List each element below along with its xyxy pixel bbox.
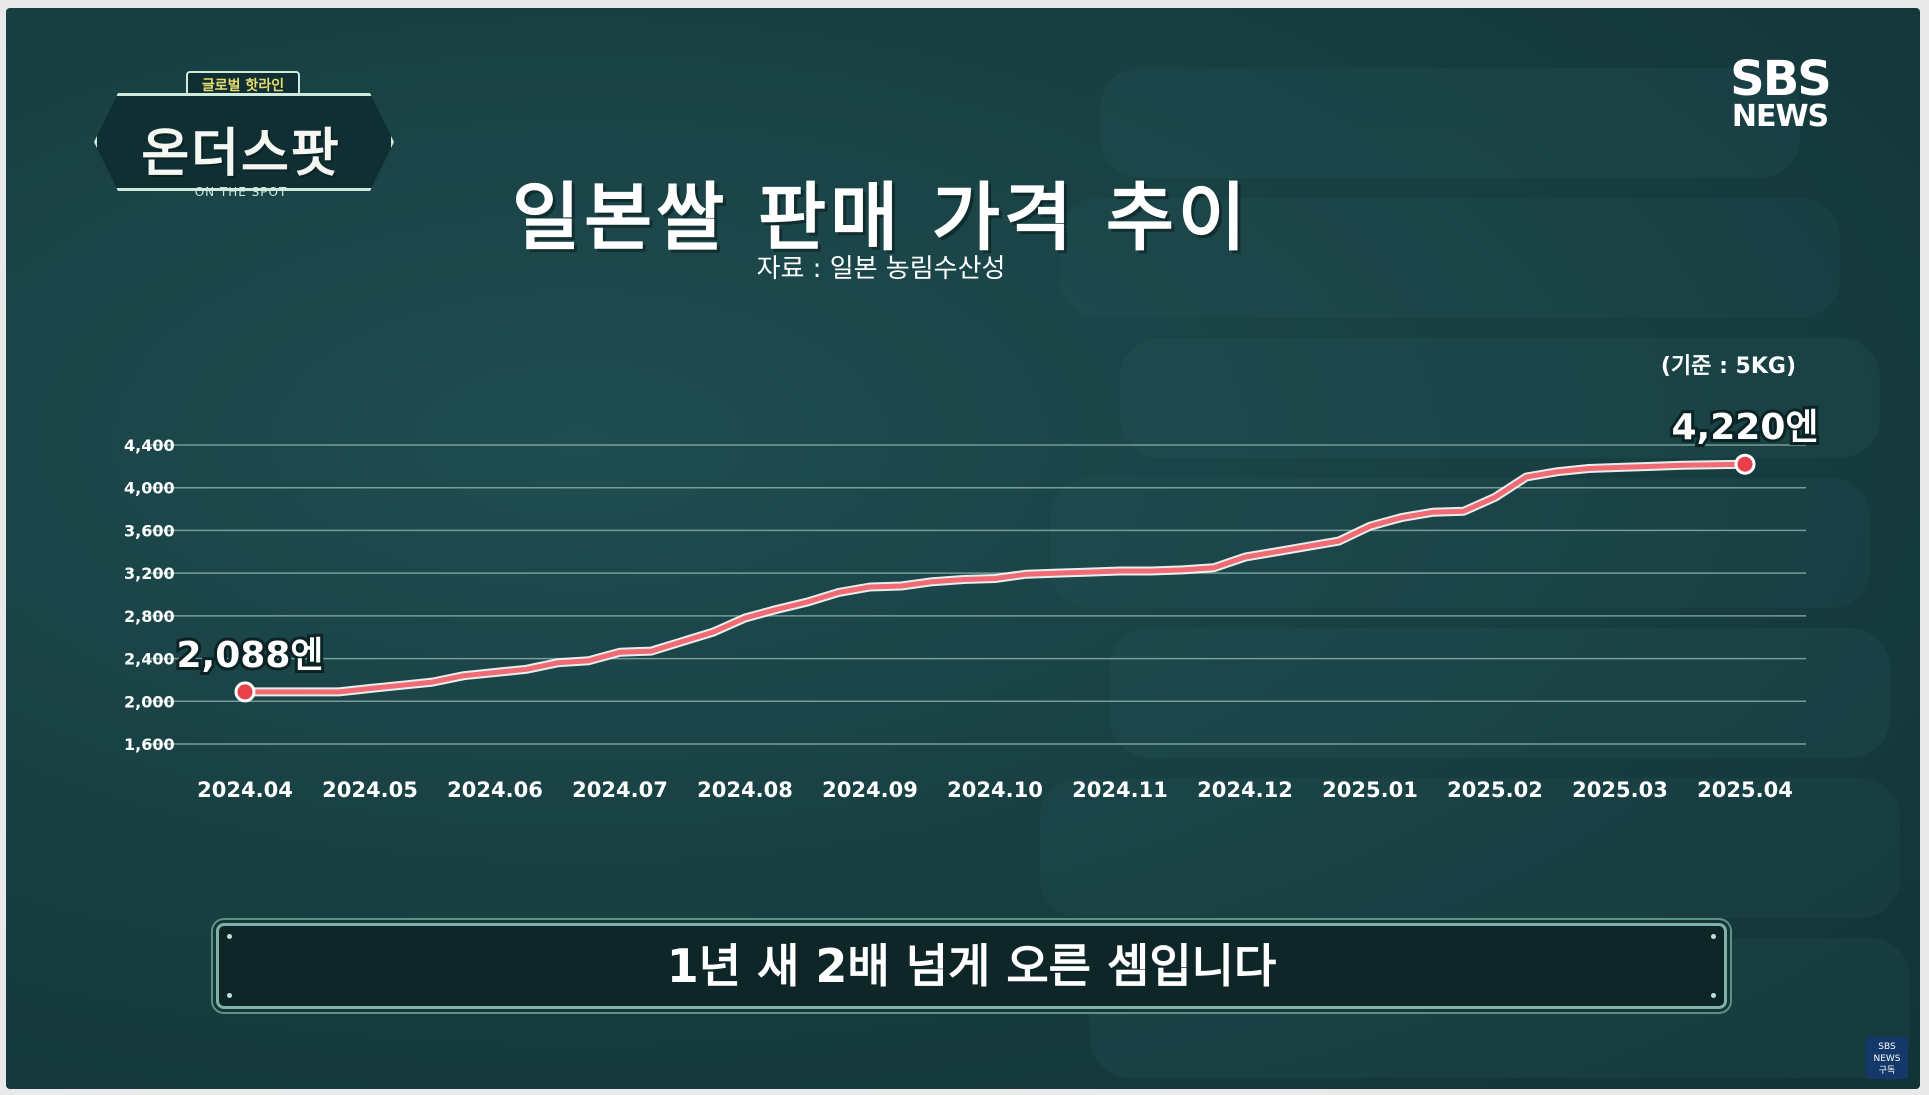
x-tick-label: 2025.03	[1572, 778, 1668, 802]
program-logo: 글로벌 핫라인 온더스팟 ON THE SPOT	[76, 63, 406, 199]
y-tick-label: 4,400	[124, 436, 175, 455]
x-tick-label: 2024.06	[447, 778, 543, 802]
sbs-news-logo: SBS NEWS	[1724, 51, 1836, 134]
subscribe-badge-line1: SBS	[1878, 1042, 1896, 1052]
caption-corner-dot	[227, 934, 232, 939]
y-tick-label: 2,400	[124, 650, 175, 669]
x-tick-label: 2024.11	[1072, 778, 1168, 802]
x-tick-label: 2025.01	[1322, 778, 1418, 802]
x-tick-label: 2024.04	[197, 778, 293, 802]
start-point-marker	[234, 681, 256, 703]
chart-source: 자료 : 일본 농림수산성	[756, 254, 1006, 284]
x-tick-label: 2024.08	[697, 778, 793, 802]
chart-title: 일본쌀 판매 가격 추이	[511, 175, 1250, 261]
price-line-chart: 1,600 2,000 2,400 2,800 3,200 3,600 4,000 4,400…	[124, 404, 1822, 802]
caption-corner-dot	[1711, 934, 1716, 939]
logo-subtitle: ON THE SPOT	[194, 185, 288, 199]
subscribe-badge[interactable]: SBS NEWS 구독	[1866, 1037, 1908, 1079]
y-tick-label: 2,000	[124, 692, 175, 711]
x-tick-label: 2024.12	[1197, 778, 1293, 802]
y-tick-label: 3,600	[124, 521, 175, 540]
end-value-label: 4,220엔	[1672, 407, 1819, 448]
x-tick-label: 2024.07	[572, 778, 668, 802]
logo-badge	[94, 93, 394, 191]
caption-text: 1년 새 2배 넘게 오른 셈입니다	[666, 939, 1277, 993]
end-point-marker	[1734, 453, 1756, 475]
caption-corner-dot	[227, 993, 232, 998]
x-tick-label: 2025.02	[1447, 778, 1543, 802]
subtitle-caption-box: 1년 새 2배 넘게 오른 셈입니다	[216, 923, 1727, 1009]
video-frame: 글로벌 핫라인 온더스팟 ON THE SPOT SBS NEWS 일본쌀 판매…	[6, 8, 1920, 1089]
subscribe-badge-line2: NEWS	[1873, 1054, 1901, 1064]
logo-title: 온더스팟	[141, 124, 341, 184]
price-line	[242, 461, 1748, 695]
x-tick-label: 2024.10	[947, 778, 1043, 802]
start-value-label: 2,088엔	[177, 635, 324, 676]
unit-label: (기준 : 5KG)	[1660, 354, 1796, 379]
y-tick-label: 4,000	[124, 479, 175, 498]
x-tick-label: 2024.05	[322, 778, 418, 802]
y-tick-label: 1,600	[124, 735, 175, 754]
sbs-logo-line2: NEWS	[1731, 99, 1829, 134]
y-tick-label: 3,200	[124, 564, 175, 583]
x-tick-label: 2024.09	[822, 778, 918, 802]
x-tick-label: 2025.04	[1697, 778, 1793, 802]
caption-corner-dot	[1711, 993, 1716, 998]
sbs-logo-line1: SBS	[1730, 51, 1832, 107]
y-tick-label: 2,800	[124, 607, 175, 626]
subscribe-badge-line3: 구독	[1878, 1066, 1896, 1076]
